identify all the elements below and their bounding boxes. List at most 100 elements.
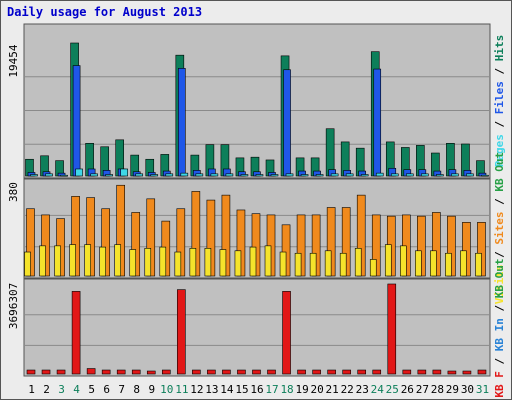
visits-bar (99, 246, 106, 277)
day-label: 7 (118, 383, 125, 396)
kbf-bar (177, 289, 186, 375)
visits-bar (174, 251, 182, 277)
visits-bar (369, 259, 377, 277)
visits-bar (354, 248, 362, 277)
visits-bar (159, 246, 167, 277)
visits-bar (324, 250, 332, 277)
legend-entry: Pages (493, 134, 506, 167)
kbf-bar (372, 369, 382, 375)
kbf-bar (357, 369, 367, 375)
kbf-bar (116, 369, 126, 375)
pages-bar (30, 174, 38, 177)
kbf-bar (402, 369, 412, 375)
legend-separator: / (493, 351, 506, 371)
visits-bar (309, 252, 317, 277)
legend-separator: / (493, 114, 506, 134)
kbf-bar (447, 370, 457, 375)
day-label: 23 (356, 383, 369, 396)
panel1-ymax-label: 19454 (7, 44, 20, 77)
pages-bar (285, 173, 294, 177)
pages-bar (180, 172, 189, 177)
kbf-bar (297, 369, 306, 375)
legend-entry: KB In (493, 318, 506, 351)
legend-entry: Sites (493, 211, 506, 244)
pages-bar (255, 174, 264, 177)
legend-separator: / (493, 192, 506, 212)
pages-bar (270, 174, 279, 177)
kbf-bar (161, 369, 171, 375)
day-label: 14 (220, 383, 234, 396)
pages-bar (75, 168, 83, 177)
pages-bar (300, 174, 309, 177)
hits-bar (325, 128, 335, 177)
visits-bar (339, 252, 347, 277)
kbf-bar (207, 369, 216, 375)
day-label: 18 (280, 383, 293, 396)
kbf-bar (267, 369, 276, 375)
kbf-bar (222, 369, 231, 375)
visits-bar (69, 244, 76, 277)
pages-bar (60, 174, 68, 177)
pages-bar (406, 173, 414, 177)
pages-bar (45, 173, 53, 177)
kbf-bar (237, 369, 246, 375)
kbf-bar (56, 369, 66, 375)
day-label: 3 (58, 383, 65, 396)
day-label: 1 (28, 383, 35, 396)
pages-bar (390, 173, 399, 177)
files-bar (373, 68, 382, 177)
pages-bar (315, 174, 324, 177)
kbf-bar (327, 369, 336, 375)
legend: KB F / KB In / KB Out (493, 258, 506, 397)
pages-bar (165, 173, 174, 177)
pages-bar (345, 173, 354, 177)
visits-bar (54, 245, 61, 277)
visits-bar (415, 250, 422, 277)
pages-bar (330, 173, 339, 177)
visits-bar (249, 246, 257, 277)
legend-entry: KB F (493, 371, 506, 398)
files-bar (178, 68, 186, 177)
pages-bar (375, 172, 384, 177)
kbf-bar (192, 369, 201, 375)
visits-bar (430, 250, 437, 277)
day-label: 22 (341, 383, 354, 396)
visits-bar (219, 249, 227, 277)
day-label: 21 (326, 383, 339, 396)
day-label: 17 (265, 383, 278, 396)
legend-entry: Visits (493, 264, 506, 304)
visits-bar (264, 245, 272, 277)
visits-bar (189, 248, 197, 277)
day-label: 6 (103, 383, 110, 396)
pages-bar (225, 173, 234, 177)
visits-bar (475, 252, 482, 277)
pages-bar (436, 174, 444, 177)
pages-bar (360, 174, 369, 177)
legend-entry: KB Out (493, 258, 506, 298)
kbf-bar (86, 368, 96, 375)
visits-bar (445, 252, 452, 277)
visits-bar (460, 250, 467, 277)
day-label: 9 (148, 383, 155, 396)
pages-bar (240, 174, 249, 177)
kbf-bar (252, 369, 261, 375)
visits-bar (400, 245, 407, 277)
visits-bar (39, 245, 46, 277)
kbf-bar (417, 369, 427, 375)
kbf-bar (312, 369, 321, 375)
kbf-bar (41, 369, 51, 375)
day-label: 10 (160, 383, 173, 396)
panel3-ymax-label: 3696307 (7, 283, 20, 329)
visits-bar (84, 244, 91, 277)
day-label: 13 (205, 383, 218, 396)
day-label: 30 (461, 383, 474, 396)
legend: Pages / Files / Hits (493, 35, 506, 168)
day-label: 24 (371, 383, 385, 396)
pages-bar (481, 174, 489, 177)
kbf-bar (477, 369, 487, 375)
legend-entry: Files (493, 81, 506, 114)
legend-separator: / (493, 61, 506, 81)
legend-entry: KB Out (493, 152, 506, 192)
day-label: 16 (250, 383, 263, 396)
day-label: 11 (175, 383, 188, 396)
